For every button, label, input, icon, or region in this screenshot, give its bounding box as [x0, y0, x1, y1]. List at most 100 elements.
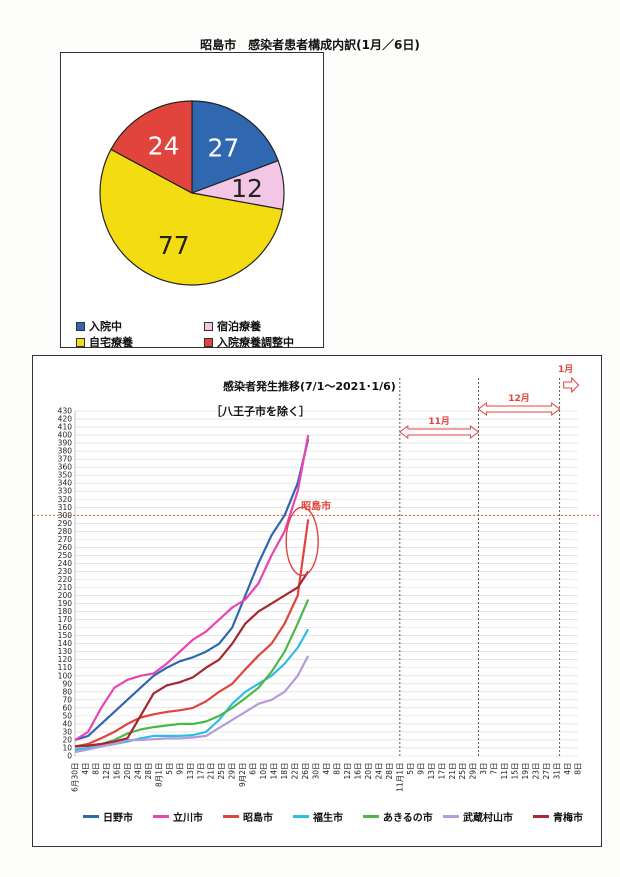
y-tick-label: 320	[58, 495, 73, 504]
series-line	[74, 655, 310, 754]
y-tick-label: 110	[58, 663, 73, 672]
y-tick-label: 250	[58, 551, 73, 560]
series-line	[74, 570, 310, 748]
x-tick-label: 16日	[112, 763, 121, 780]
y-tick-label: 230	[58, 567, 73, 576]
x-tick-label: 24日	[374, 763, 383, 780]
x-tick-label: 7日	[490, 763, 499, 775]
callout-circle	[285, 506, 319, 577]
y-tick-label: 410	[58, 423, 73, 432]
x-tick-label: 4日	[563, 763, 572, 775]
x-tick-label: 19日	[521, 763, 530, 780]
y-tick-label: 150	[58, 631, 73, 640]
y-tick-label: 40	[62, 719, 72, 728]
y-tick-label: 310	[58, 503, 73, 512]
x-tick-label: 30日	[312, 763, 321, 780]
x-tick-label: 24日	[133, 763, 142, 780]
x-tick-label: 13日	[186, 763, 195, 780]
x-tick-label: 8日	[332, 763, 341, 775]
legend-swatch	[76, 337, 85, 347]
legend-label: あきるの市	[383, 813, 433, 824]
pie-slice	[99, 148, 284, 286]
legend-label: 福生市	[313, 813, 343, 824]
legend-label: 武蔵村山市	[463, 813, 513, 824]
x-tick-label: 5日	[165, 763, 174, 775]
x-tick-label: 29日	[228, 763, 237, 780]
legend-item-ome: 青梅市	[533, 809, 583, 824]
legend-item-tachikawa: 立川市	[153, 809, 203, 824]
month-label: 12月	[508, 393, 530, 404]
legend-item-hotel: 宿泊療養	[204, 318, 261, 334]
y-tick-label: 100	[58, 671, 73, 680]
x-tick-label: 31日	[553, 763, 562, 780]
y-tick-label: 60	[62, 703, 72, 712]
y-tick-label: 270	[58, 535, 73, 544]
legend-label: 立川市	[173, 813, 203, 824]
x-tick-label: 8日	[91, 763, 100, 775]
y-tick-label: 400	[58, 431, 73, 440]
pie-chart: 27 12 77 24	[99, 100, 285, 286]
x-tick-label: 27日	[542, 763, 551, 780]
y-tick-label: 290	[58, 519, 73, 528]
x-tick-label: 21日	[448, 763, 457, 780]
month-arrow-nov	[399, 425, 480, 439]
month-arrow-jan	[563, 376, 580, 394]
x-tick-label: 15日	[511, 763, 520, 780]
y-tick-label: 50	[62, 711, 72, 720]
y-tick-label: 240	[58, 559, 73, 568]
x-tick-label: 29日	[469, 763, 478, 780]
x-tick-label: 28日	[144, 763, 153, 780]
pie-slice-label: 24	[148, 132, 180, 161]
y-tick-label: 260	[58, 543, 73, 552]
y-tick-label: 360	[58, 463, 73, 472]
month-label: 11月	[428, 416, 450, 427]
y-tick-label: 430	[58, 407, 73, 416]
x-tick-label: 17日	[437, 763, 446, 780]
x-tick-label: 4日	[81, 763, 90, 775]
legend-line	[293, 815, 309, 818]
month-label: 1月	[558, 364, 573, 375]
y-tick-label: 70	[62, 695, 72, 704]
y-tick-label: 220	[58, 575, 73, 584]
legend-item-inpatient: 入院中	[76, 318, 122, 334]
y-tick-label: 0	[67, 752, 72, 761]
y-tick-label: 80	[62, 687, 72, 696]
legend-label: 入院療養調整中	[217, 336, 294, 349]
series-line	[74, 599, 310, 748]
y-tick-label: 380	[58, 447, 73, 456]
x-tick-label: 10日	[259, 763, 268, 780]
x-tick-label: 23日	[532, 763, 541, 780]
x-tick-label: 11月1日	[395, 763, 404, 792]
legend-swatch	[204, 337, 213, 347]
x-tick-label: 26日	[301, 763, 310, 780]
y-tick-label: 390	[58, 439, 73, 448]
x-tick-label: 5日	[406, 763, 415, 775]
x-tick-label: 25日	[217, 763, 226, 780]
y-tick-label: 180	[58, 607, 73, 616]
chart-subtitle: ［八王子市を除く］	[211, 405, 310, 418]
line-chart: 0102030405060708090100110120130140150160…	[33, 364, 601, 792]
legend-line	[223, 815, 239, 818]
y-tick-label: 280	[58, 527, 73, 536]
x-tick-label: 9日	[416, 763, 425, 775]
x-tick-label: 21日	[207, 763, 216, 780]
pie-chart-panel: 27 12 77 24	[60, 52, 324, 348]
legend-swatch	[204, 321, 213, 331]
y-tick-label: 350	[58, 471, 73, 480]
legend-label: 昭島市	[243, 813, 273, 824]
legend-label: 自宅療養	[89, 336, 133, 349]
y-tick-label: 120	[58, 655, 73, 664]
y-tick-label: 10	[62, 743, 72, 752]
x-tick-label: 13日	[427, 763, 436, 780]
legend-label: 宿泊療養	[217, 320, 261, 333]
series-line	[74, 438, 310, 742]
legend-line	[443, 815, 459, 818]
y-tick-label: 190	[58, 599, 73, 608]
y-tick-label: 210	[58, 583, 73, 592]
pie-slice	[110, 100, 193, 195]
x-tick-label: 28日	[385, 763, 394, 780]
pie-slice-label: 27	[208, 134, 240, 163]
x-tick-label: 9日	[175, 763, 184, 775]
legend-line	[153, 815, 169, 818]
x-tick-label: 14日	[270, 763, 279, 780]
